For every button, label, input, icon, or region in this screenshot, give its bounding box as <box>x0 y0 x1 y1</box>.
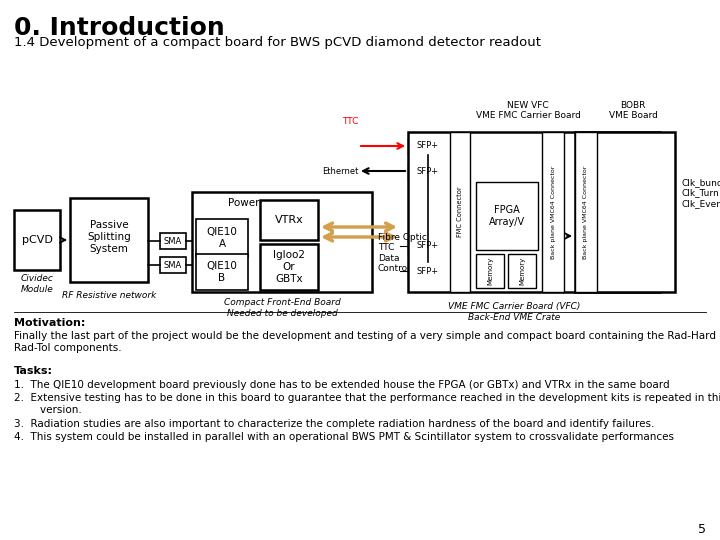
Text: Finally the last part of the project would be the development and testing of a v: Finally the last part of the project wou… <box>14 331 720 353</box>
Text: 3.  Radiation studies are also important to characterize the complete radiation : 3. Radiation studies are also important … <box>14 419 654 429</box>
Text: Tasks:: Tasks: <box>14 366 53 376</box>
Text: 0. Introduction: 0. Introduction <box>14 16 225 40</box>
Text: 1.4 Development of a compact board for BWS pCVD diamond detector readout: 1.4 Development of a compact board for B… <box>14 36 541 49</box>
Text: QIE10
B: QIE10 B <box>207 261 238 283</box>
Text: BOBR
VME Board: BOBR VME Board <box>608 100 657 120</box>
Text: Igloo2
Or
GBTx: Igloo2 Or GBTx <box>273 251 305 284</box>
Bar <box>260 244 318 290</box>
Bar <box>70 198 148 282</box>
Text: Back plane VMC64 Connector: Back plane VMC64 Connector <box>551 165 556 259</box>
Text: Back plane VMC64 Connector: Back plane VMC64 Connector <box>583 165 588 259</box>
Text: VTRx: VTRx <box>274 215 303 225</box>
Bar <box>160 233 186 249</box>
Text: pCVD: pCVD <box>22 235 53 245</box>
Text: SMA: SMA <box>164 237 182 246</box>
Bar <box>160 257 186 273</box>
Text: Fibre Optic
TTC
Data
Control: Fibre Optic TTC Data Control <box>378 233 427 273</box>
Bar <box>408 162 448 180</box>
Bar <box>450 132 470 292</box>
Text: Ethernet: Ethernet <box>322 166 358 176</box>
Bar <box>476 182 538 250</box>
Text: Motivation:: Motivation: <box>14 318 86 328</box>
Text: SMA: SMA <box>164 260 182 269</box>
Bar <box>408 237 448 255</box>
Text: Passive
Splitting
System: Passive Splitting System <box>87 220 131 254</box>
Text: SFP+: SFP+ <box>417 166 439 176</box>
Text: 4.  This system could be installed in parallel with an operational BWS PMT & Sci: 4. This system could be installed in par… <box>14 432 674 442</box>
Text: Clk_bunch
Clk_Turn
Clk_Events: Clk_bunch Clk_Turn Clk_Events <box>681 178 720 208</box>
Text: TTC: TTC <box>342 117 358 125</box>
Bar <box>508 254 536 288</box>
Text: QIE10
A: QIE10 A <box>207 227 238 249</box>
Text: Power: Power <box>228 198 260 208</box>
Text: SFP+: SFP+ <box>417 141 439 151</box>
Text: FPGA
Array/V: FPGA Array/V <box>489 205 525 227</box>
Bar <box>192 192 372 292</box>
Text: Memory: Memory <box>519 257 525 285</box>
Bar <box>575 132 597 292</box>
Text: Cividec
Module: Cividec Module <box>21 274 53 294</box>
Text: NEW VFC
VME FMC Carrier Board: NEW VFC VME FMC Carrier Board <box>476 100 580 120</box>
Bar <box>196 254 248 290</box>
Bar <box>408 262 448 280</box>
Bar <box>542 132 564 292</box>
Bar <box>476 254 504 288</box>
Bar <box>196 219 248 257</box>
Bar <box>260 200 318 240</box>
Text: RF Resistive network: RF Resistive network <box>62 292 156 300</box>
Bar <box>194 194 294 212</box>
Text: SFP+: SFP+ <box>417 241 439 251</box>
Text: FMC Connector: FMC Connector <box>457 187 463 237</box>
Text: Memory: Memory <box>487 257 493 285</box>
Text: 1.  The QIE10 development board previously done has to be extended house the FPG: 1. The QIE10 development board previousl… <box>14 380 670 390</box>
Text: 5: 5 <box>698 523 706 536</box>
Text: VME FMC Carrier Board (VFC)
Back-End VME Crate: VME FMC Carrier Board (VFC) Back-End VME… <box>448 302 580 322</box>
Bar <box>408 137 448 155</box>
Text: Compact Front-End Board
Needed to be developed: Compact Front-End Board Needed to be dev… <box>224 298 341 318</box>
Text: SFP+: SFP+ <box>417 267 439 275</box>
Text: 2.  Extensive testing has to be done in this board to guarantee that the perform: 2. Extensive testing has to be done in t… <box>14 393 720 415</box>
Bar <box>575 132 675 292</box>
Bar <box>14 210 60 270</box>
Bar <box>408 132 660 292</box>
